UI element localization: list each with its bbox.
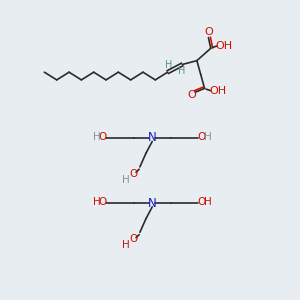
Text: H: H	[204, 132, 212, 142]
Text: H: H	[93, 132, 100, 142]
Text: H: H	[93, 197, 100, 207]
Text: N: N	[148, 196, 157, 210]
Text: OH: OH	[209, 86, 226, 96]
Text: N: N	[148, 131, 157, 144]
Text: O: O	[130, 234, 138, 244]
Text: OH: OH	[215, 41, 232, 51]
Text: O: O	[197, 132, 206, 142]
Text: H: H	[122, 240, 130, 250]
Text: O: O	[130, 169, 138, 179]
Text: H: H	[178, 66, 185, 76]
Text: H: H	[204, 197, 212, 207]
Text: O: O	[205, 27, 214, 37]
Text: H: H	[166, 60, 173, 70]
Text: H: H	[122, 175, 130, 185]
Text: O: O	[197, 197, 206, 207]
Text: O: O	[187, 89, 196, 100]
Text: O: O	[99, 197, 107, 207]
Text: O: O	[99, 132, 107, 142]
